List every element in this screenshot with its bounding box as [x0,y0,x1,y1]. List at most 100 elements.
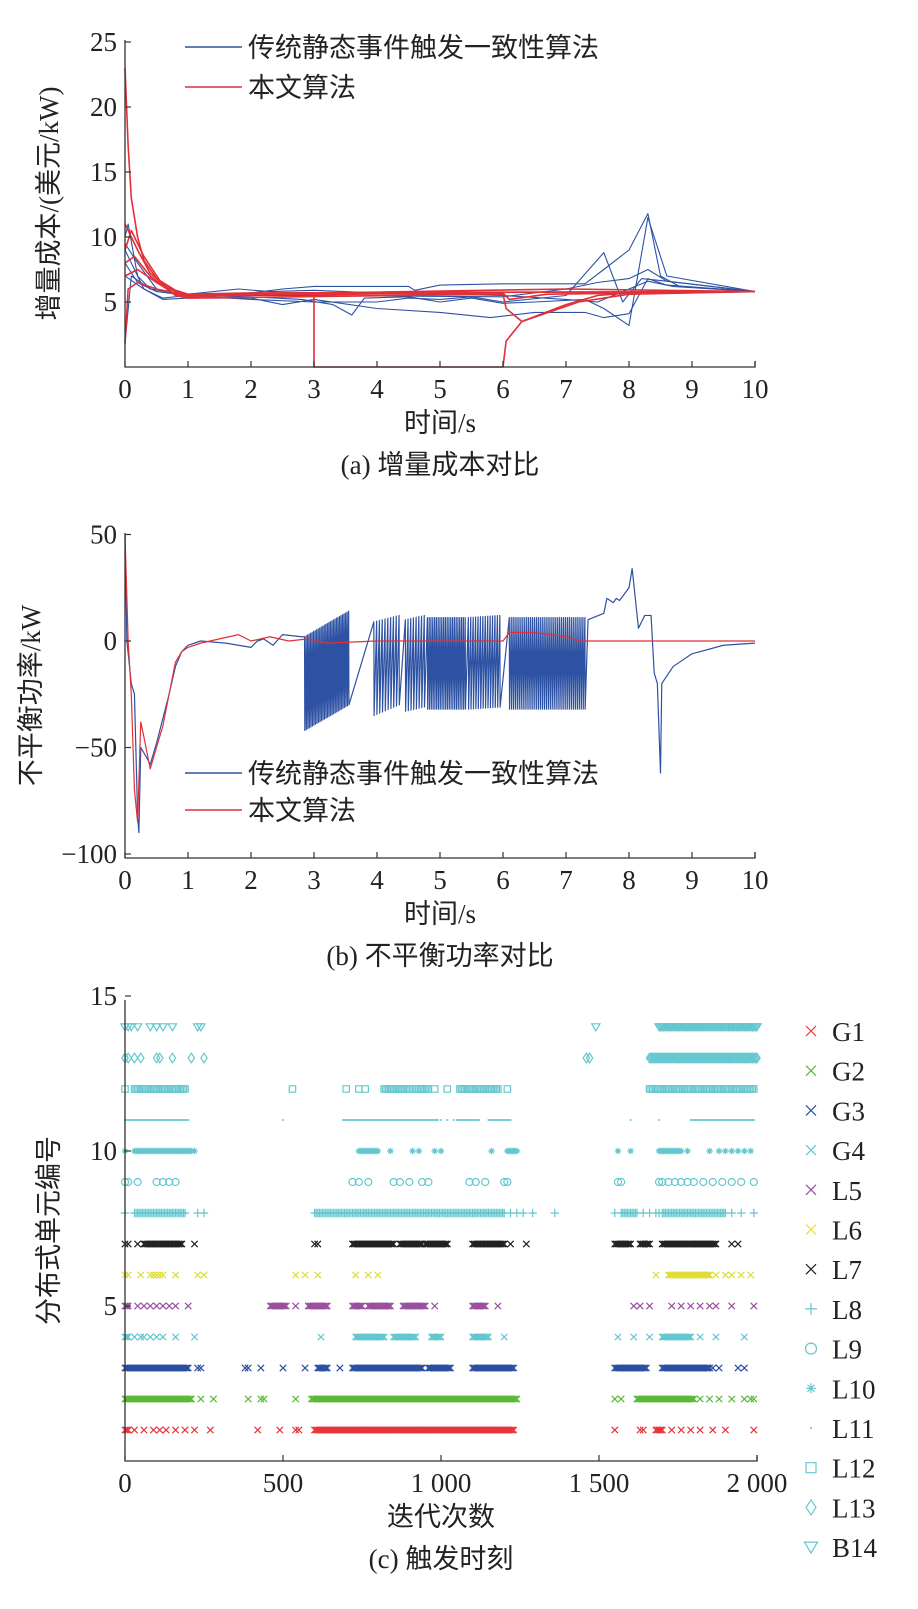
trigger-marker-l11 [370,1119,373,1121]
trigger-marker-l11 [462,1119,465,1121]
trigger-marker-l11 [386,1119,389,1121]
trigger-marker-l5 [480,1302,488,1310]
trigger-marker-l9 [133,1177,142,1187]
trigger-marker-g1 [696,1426,704,1434]
trigger-marker-l10 [431,1147,438,1155]
trigger-marker-l11 [500,1119,503,1121]
trigger-marker-l11 [166,1119,169,1121]
trigger-marker-l11 [171,1119,174,1121]
trigger-marker-g2 [750,1395,758,1403]
trigger-marker-l12 [342,1085,350,1093]
trigger-marker-g4 [317,1333,325,1341]
legend-label-l9: L9 [832,1335,862,1365]
legend-label-l7: L7 [832,1255,862,1285]
legend-marker-l8 [805,1302,817,1315]
trigger-marker-l13 [585,1052,594,1064]
x-axis-label: 迭代次数 [387,1502,495,1532]
trigger-marker-l5 [696,1302,704,1310]
trigger-marker-l6 [705,1271,714,1279]
trigger-marker-l12 [503,1085,512,1093]
trigger-marker-l7 [625,1240,633,1248]
trigger-marker-l11 [746,1119,749,1121]
trigger-marker-l7 [415,1240,423,1248]
legend-label-l13: L13 [832,1493,876,1523]
trigger-marker-g2 [687,1395,695,1403]
trigger-marker-g4 [130,1333,139,1341]
trigger-marker-l11 [744,1119,747,1121]
trigger-marker-l10 [387,1147,394,1155]
trigger-marker-l7 [314,1240,322,1248]
chart-a-incremental-cost: 0 1 2 3 4 5 6 7 8 9 10 5 10 15 20 25 时间/s (a) 增量成本对比 增量成本/… [34,27,769,480]
trigger-marker-l11 [154,1119,157,1121]
trigger-marker-l11 [477,1119,480,1121]
trigger-marker-g3 [194,1364,202,1372]
trigger-marker-l11 [492,1119,495,1121]
trigger-marker-g1 [508,1426,516,1434]
trigger-marker-g4 [685,1333,693,1341]
trigger-marker-l8 [737,1208,746,1218]
trigger-marker-l11 [128,1119,131,1121]
trigger-marker-l7 [734,1240,742,1248]
trigger-marker-l9 [718,1177,727,1187]
trigger-marker-l10 [374,1147,381,1155]
trigger-marker-l11 [359,1119,362,1121]
y-axis-label: 分布式单元编号 [34,1136,64,1325]
trigger-marker-g2 [292,1395,300,1403]
trigger-marker-l11 [365,1119,368,1121]
trigger-marker-l12 [443,1085,452,1093]
x-tick-label: 1 500 [569,1468,630,1498]
series-line-proposed [124,67,756,296]
trigger-marker-l11 [658,1119,661,1121]
trigger-marker-g4 [712,1333,720,1341]
x-tick-label: 3 [307,865,321,895]
trigger-marker-l11 [384,1119,387,1121]
trigger-marker-l10 [437,1147,445,1155]
trigger-marker-g2 [511,1395,519,1403]
trigger-marker-l7 [506,1240,515,1248]
trigger-marker-l5 [323,1302,331,1310]
trigger-marker-l13 [168,1052,177,1064]
trigger-marker-g1 [506,1426,515,1434]
trigger-marker-l11 [738,1119,741,1121]
x-tick-label: 10 [742,374,769,404]
trigger-marker-l9 [616,1177,626,1187]
trigger-marker-l12 [430,1085,439,1093]
y-tick-label: 20 [90,92,117,122]
legend-marker-l12 [805,1462,817,1474]
trigger-marker-l11 [394,1119,397,1121]
trigger-marker-l11 [427,1119,430,1121]
trigger-marker-g4 [500,1333,508,1341]
trigger-marker-l11 [730,1119,733,1121]
trigger-marker-l11 [702,1119,705,1121]
trigger-marker-l11 [691,1119,694,1121]
trigger-marker-g4 [683,1333,692,1341]
trigger-marker-g4 [687,1333,695,1341]
trigger-marker-l11 [177,1119,180,1121]
trigger-marker-l9 [664,1177,673,1187]
trigger-marker-g2 [513,1395,521,1403]
trigger-marker-l6 [124,1271,132,1279]
trigger-marker-l11 [362,1119,365,1121]
trigger-marker-l6 [364,1271,372,1279]
trigger-marker-l11 [718,1119,721,1121]
trigger-marker-l11 [732,1119,735,1121]
trigger-marker-g3 [642,1364,651,1372]
trigger-marker-l5 [478,1302,486,1310]
trigger-marker-l11 [710,1119,713,1121]
trigger-marker-l11 [700,1119,703,1121]
trigger-marker-g4 [380,1333,388,1341]
trigger-marker-l7 [134,1240,142,1248]
series-line-proposed [124,255,756,323]
trigger-marker-g3 [415,1364,423,1372]
trigger-marker-l11 [735,1119,738,1121]
chart-caption: (c) 触发时刻 [369,1544,514,1574]
trigger-marker-l5 [383,1302,391,1310]
trigger-marker-l11 [504,1119,507,1121]
trigger-marker-l11 [161,1119,164,1121]
legend-marker-l13 [805,1498,817,1516]
x-tick-label: 5 [433,374,447,404]
trigger-marker-l9 [354,1177,363,1187]
series-line-proposed [124,281,756,344]
trigger-marker-l12 [361,1085,369,1093]
trigger-marker-l11 [387,1119,390,1121]
